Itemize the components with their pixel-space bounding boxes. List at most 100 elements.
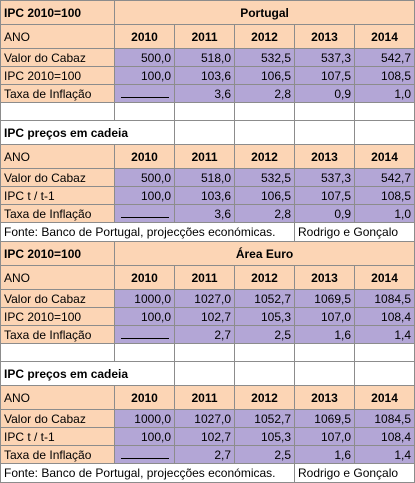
value-cell[interactable]: 542,7 xyxy=(353,168,415,187)
year-cell[interactable]: 2012 xyxy=(234,385,295,410)
value-cell[interactable]: 108,5 xyxy=(353,186,415,205)
value-cell[interactable]: 2,7 xyxy=(174,445,235,464)
value-cell[interactable]: 1,0 xyxy=(353,84,415,103)
empty-cell[interactable] xyxy=(174,120,235,145)
section-label[interactable]: IPC 2010=100 xyxy=(0,241,115,266)
value-cell[interactable]: 2,5 xyxy=(234,445,295,464)
value-cell[interactable]: 1069,5 xyxy=(294,289,355,308)
empty-cell[interactable] xyxy=(234,120,295,145)
value-cell-empty[interactable] xyxy=(114,325,175,344)
value-cell[interactable]: 1,4 xyxy=(353,445,415,464)
value-cell[interactable]: 537,3 xyxy=(294,48,355,67)
year-cell[interactable]: 2010 xyxy=(114,265,175,290)
value-cell[interactable]: 2,8 xyxy=(234,84,295,103)
value-cell-empty[interactable] xyxy=(114,84,175,103)
value-cell[interactable]: 1027,0 xyxy=(174,409,235,428)
row-label[interactable]: IPC t / t-1 xyxy=(0,186,115,205)
ano-label[interactable]: ANO xyxy=(0,385,115,410)
value-cell[interactable]: 106,5 xyxy=(234,186,295,205)
value-cell[interactable]: 542,7 xyxy=(353,48,415,67)
row-label[interactable]: IPC t / t-1 xyxy=(0,427,115,446)
row-label[interactable]: IPC 2010=100 xyxy=(0,307,115,326)
row-label[interactable]: Taxa de Inflação xyxy=(0,84,115,103)
value-cell[interactable]: 107,0 xyxy=(294,307,355,326)
value-cell[interactable]: 500,0 xyxy=(114,48,175,67)
section-title[interactable]: Área Euro xyxy=(113,241,415,266)
year-cell[interactable]: 2011 xyxy=(174,265,235,290)
row-label[interactable]: Valor do Cabaz xyxy=(0,48,115,67)
empty-cell[interactable] xyxy=(234,343,295,362)
year-cell[interactable]: 2010 xyxy=(114,24,175,49)
value-cell[interactable]: 3,6 xyxy=(174,84,235,103)
ano-label[interactable]: ANO xyxy=(0,144,115,169)
source-note[interactable]: Fonte: Banco de Portugal, projecções eco… xyxy=(0,463,295,483)
empty-cell[interactable] xyxy=(294,343,355,362)
value-cell[interactable]: 102,7 xyxy=(174,307,235,326)
value-cell[interactable]: 107,5 xyxy=(294,66,355,85)
section-label[interactable]: IPC preços em cadeia xyxy=(0,120,175,145)
value-cell[interactable]: 106,5 xyxy=(234,66,295,85)
empty-cell[interactable] xyxy=(294,102,355,121)
empty-cell[interactable] xyxy=(234,361,295,386)
year-cell[interactable]: 2010 xyxy=(114,144,175,169)
value-cell[interactable]: 1,0 xyxy=(353,204,415,223)
empty-cell[interactable] xyxy=(114,343,175,362)
value-cell[interactable]: 102,7 xyxy=(174,427,235,446)
row-label[interactable]: IPC 2010=100 xyxy=(0,66,115,85)
value-cell[interactable]: 3,6 xyxy=(174,204,235,223)
authors-note[interactable]: Rodrigo e Gonçalo xyxy=(293,222,415,242)
empty-cell[interactable] xyxy=(0,343,115,362)
value-cell[interactable]: 1000,0 xyxy=(114,289,175,308)
empty-cell[interactable] xyxy=(0,102,115,121)
value-cell[interactable]: 2,8 xyxy=(234,204,295,223)
section-title[interactable]: Portugal xyxy=(113,0,415,25)
row-label[interactable]: Valor do Cabaz xyxy=(0,168,115,187)
empty-cell[interactable] xyxy=(294,120,355,145)
source-note[interactable]: Fonte: Banco de Portugal, projecções eco… xyxy=(0,222,295,242)
value-cell[interactable]: 108,4 xyxy=(353,307,415,326)
value-cell[interactable]: 537,3 xyxy=(294,168,355,187)
value-cell[interactable]: 1052,7 xyxy=(234,409,295,428)
value-cell[interactable]: 1,6 xyxy=(294,325,355,344)
value-cell[interactable]: 107,5 xyxy=(294,186,355,205)
year-cell[interactable]: 2013 xyxy=(294,24,355,49)
empty-cell[interactable] xyxy=(353,361,415,386)
empty-cell[interactable] xyxy=(353,102,415,121)
row-label[interactable]: Valor do Cabaz xyxy=(0,409,115,428)
value-cell[interactable]: 107,0 xyxy=(294,427,355,446)
section-label[interactable]: IPC 2010=100 xyxy=(0,0,115,25)
row-label[interactable]: Taxa de Inflação xyxy=(0,445,115,464)
empty-cell[interactable] xyxy=(174,343,235,362)
value-cell[interactable]: 500,0 xyxy=(114,168,175,187)
value-cell[interactable]: 1027,0 xyxy=(174,289,235,308)
year-cell[interactable]: 2012 xyxy=(234,144,295,169)
year-cell[interactable]: 2011 xyxy=(174,385,235,410)
year-cell[interactable]: 2013 xyxy=(294,265,355,290)
year-cell[interactable]: 2014 xyxy=(353,265,415,290)
ano-label[interactable]: ANO xyxy=(0,24,115,49)
value-cell[interactable]: 1052,7 xyxy=(234,289,295,308)
empty-cell[interactable] xyxy=(294,361,355,386)
value-cell[interactable]: 532,5 xyxy=(234,48,295,67)
value-cell[interactable]: 0,9 xyxy=(294,204,355,223)
value-cell[interactable]: 100,0 xyxy=(114,427,175,446)
year-cell[interactable]: 2011 xyxy=(174,144,235,169)
value-cell[interactable]: 103,6 xyxy=(174,186,235,205)
value-cell[interactable]: 1,6 xyxy=(294,445,355,464)
value-cell[interactable]: 1084,5 xyxy=(353,409,415,428)
value-cell[interactable]: 105,3 xyxy=(234,427,295,446)
row-label[interactable]: Taxa de Inflação xyxy=(0,204,115,223)
empty-cell[interactable] xyxy=(353,120,415,145)
year-cell[interactable]: 2014 xyxy=(353,385,415,410)
value-cell[interactable]: 518,0 xyxy=(174,48,235,67)
value-cell[interactable]: 100,0 xyxy=(114,186,175,205)
section-label[interactable]: IPC preços em cadeia xyxy=(0,361,175,386)
year-cell[interactable]: 2012 xyxy=(234,24,295,49)
value-cell[interactable]: 1,4 xyxy=(353,325,415,344)
year-cell[interactable]: 2013 xyxy=(294,144,355,169)
value-cell[interactable]: 105,3 xyxy=(234,307,295,326)
value-cell[interactable]: 0,9 xyxy=(294,84,355,103)
empty-cell[interactable] xyxy=(234,102,295,121)
value-cell[interactable]: 1084,5 xyxy=(353,289,415,308)
value-cell[interactable]: 100,0 xyxy=(114,307,175,326)
